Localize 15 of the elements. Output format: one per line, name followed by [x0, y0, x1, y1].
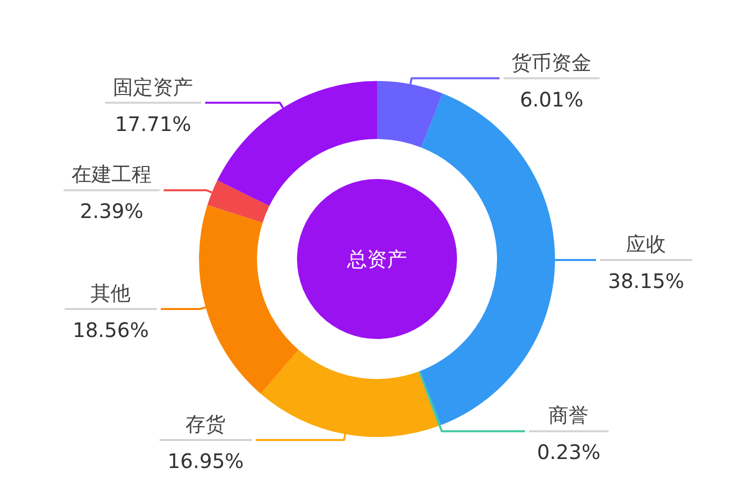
data-label: 6.01%: [520, 87, 584, 112]
data-label: 18.56%: [72, 318, 149, 342]
slice-label: 应收: [626, 232, 666, 256]
data-label: 17.71%: [115, 112, 192, 136]
data-label: 2.39%: [80, 199, 144, 224]
slice-label: 商誉: [548, 403, 589, 428]
slice-label: 存货: [186, 412, 226, 436]
slice-label: 固定资产: [113, 74, 194, 99]
data-label: 16.95%: [168, 449, 244, 474]
slice-label: 其他: [90, 281, 131, 305]
data-label: 0.23%: [536, 440, 600, 464]
data-label: 38.15%: [608, 268, 684, 293]
slice-label: 货币资金: [512, 50, 592, 74]
text: 总资产: [346, 247, 407, 271]
slice-label: 在建工程: [72, 162, 152, 186]
